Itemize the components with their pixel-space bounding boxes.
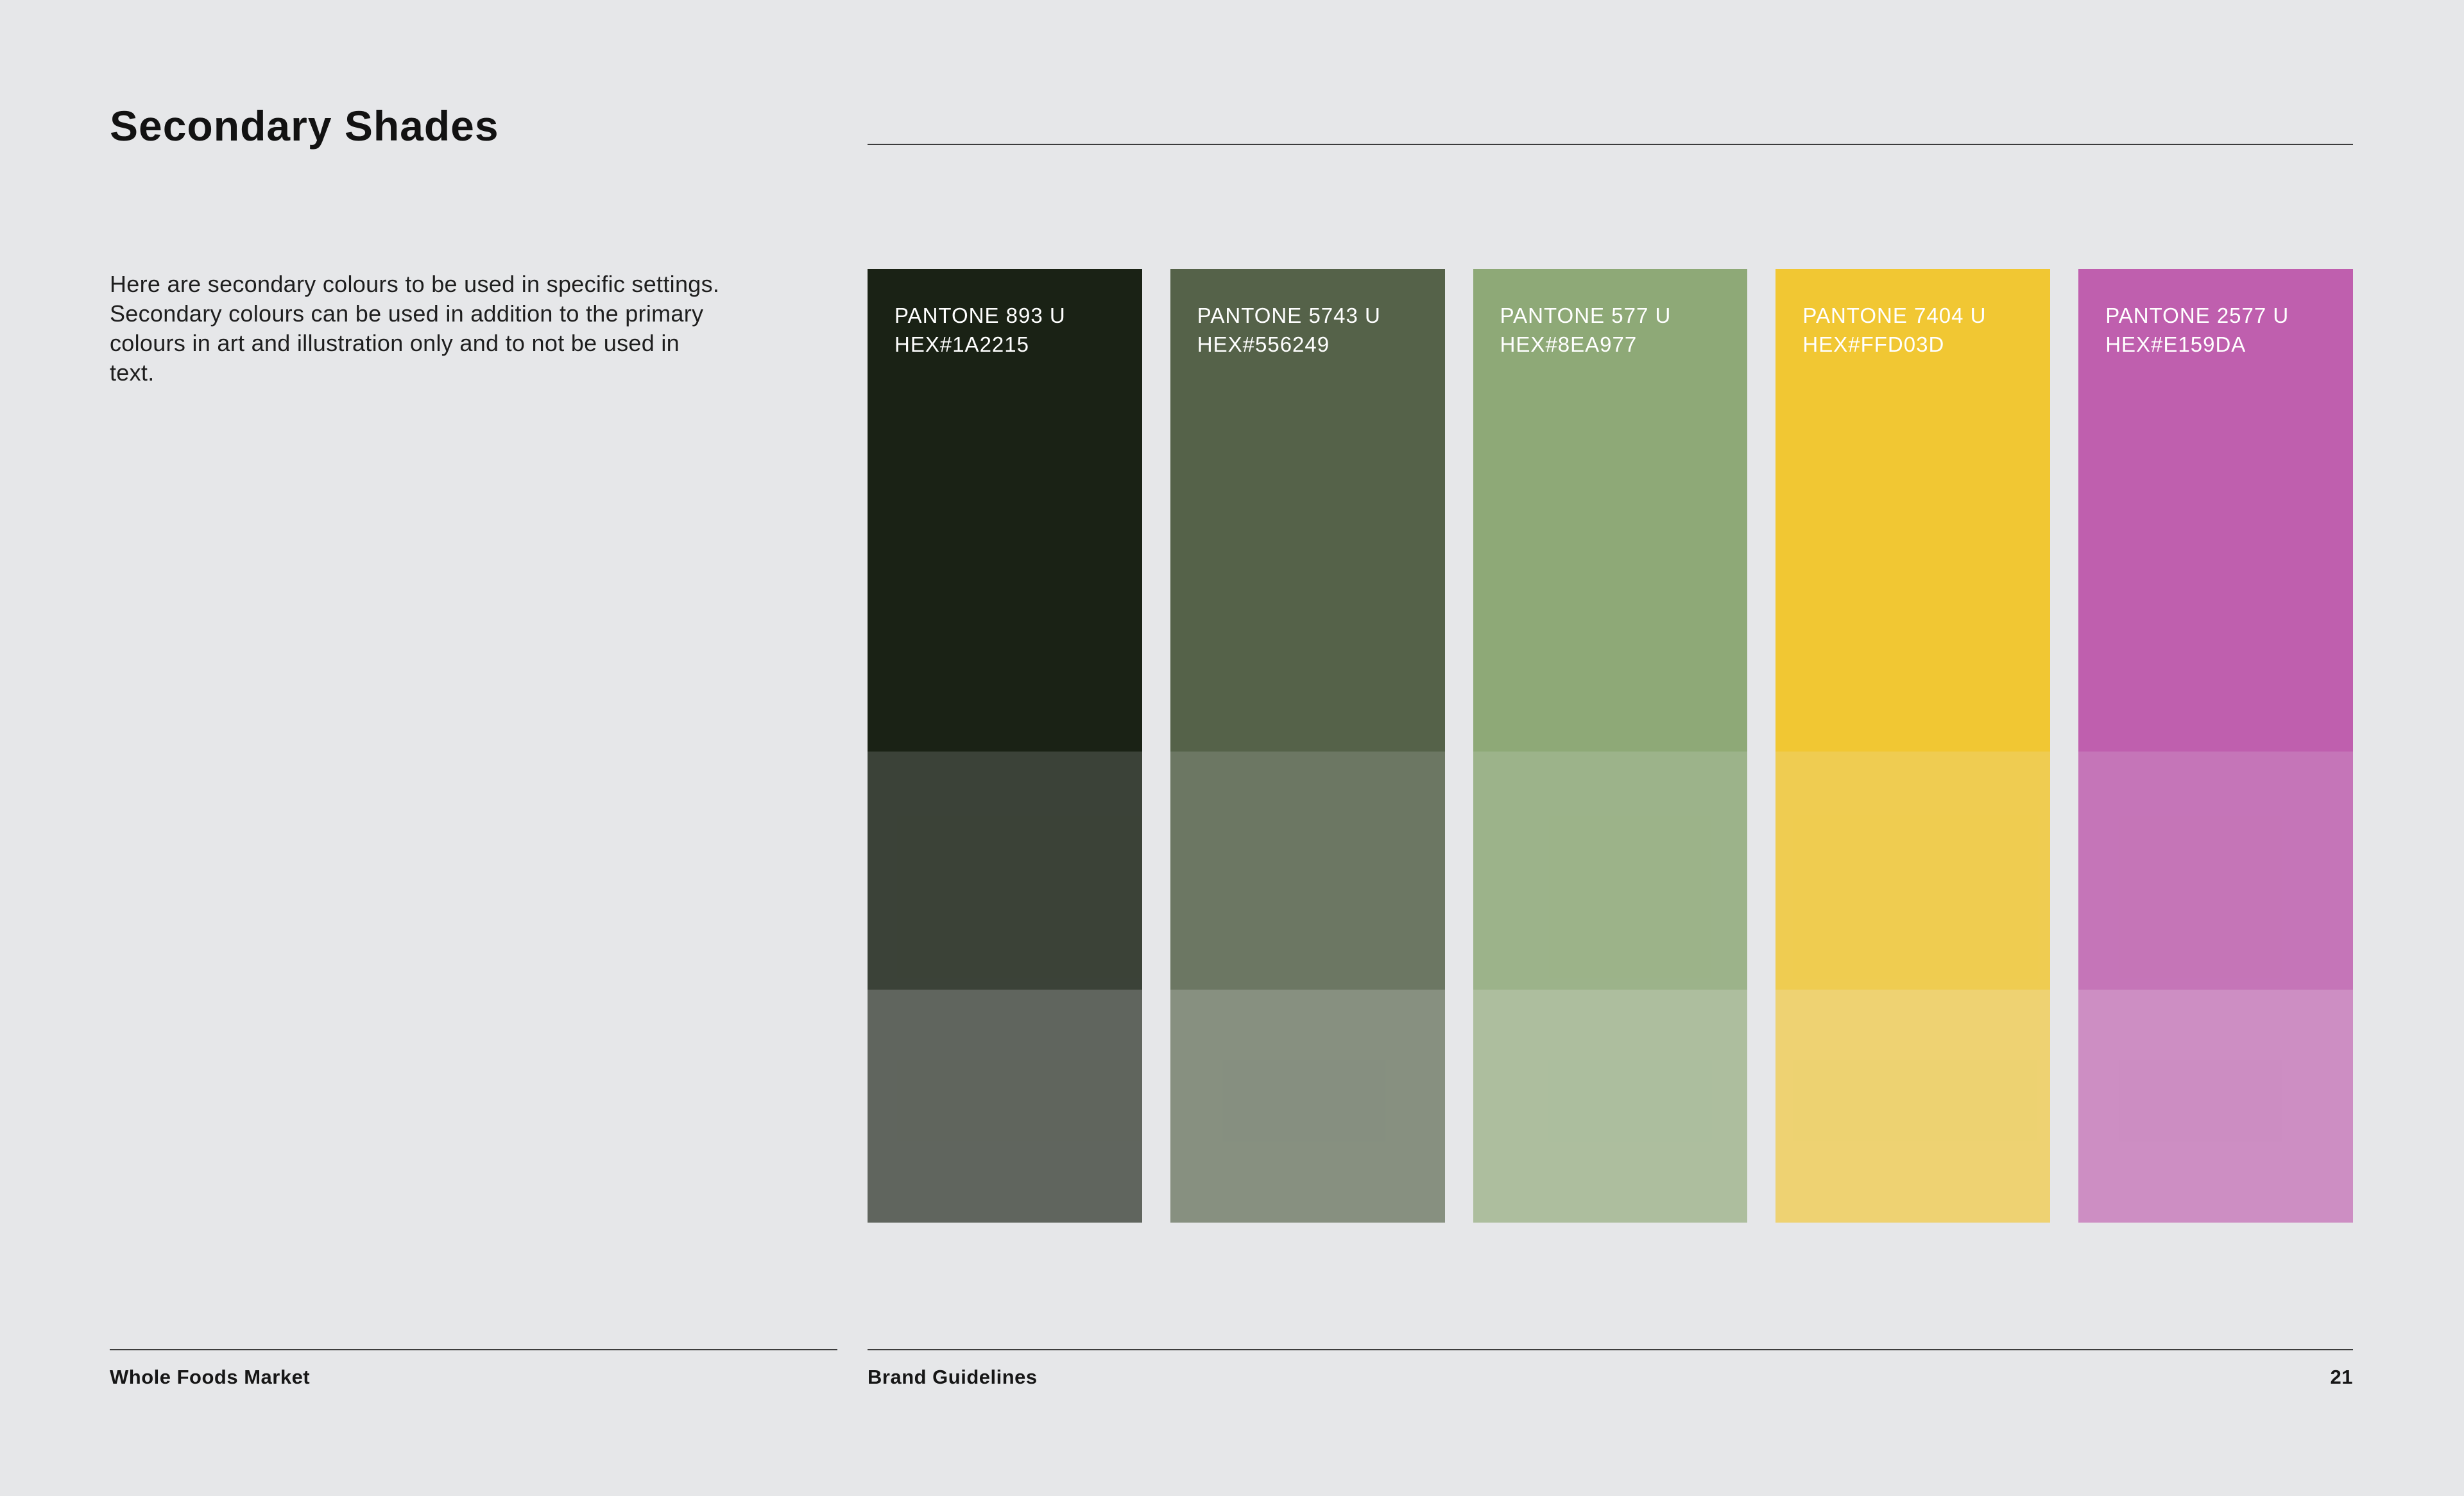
header-divider (868, 144, 2353, 145)
swatch-pantone-name: PANTONE 7404 U (1802, 304, 1987, 327)
footer-divider-left (110, 1349, 837, 1350)
swatch-tint-60 (2078, 990, 2353, 1223)
footer-document-name: Brand Guidelines (868, 1366, 1038, 1388)
swatch-label: PANTONE 2577 U HEX#E159DA (2105, 301, 2289, 359)
swatch-full-tone: PANTONE 893 U HEX#1A2215 (868, 269, 1142, 752)
swatch-hex-value: HEX#E159DA (2105, 332, 2246, 356)
swatch-tint-60 (868, 990, 1142, 1223)
swatch-grid: PANTONE 893 U HEX#1A2215 PANTONE 5743 U … (868, 269, 2353, 1223)
swatch-label: PANTONE 893 U HEX#1A2215 (894, 301, 1066, 359)
section-description: Here are secondary colours to be used in… (110, 271, 720, 386)
swatch-tint-80 (1170, 751, 1445, 990)
swatch-hex-value: HEX#8EA977 (1500, 332, 1638, 356)
swatch-pantone-name: PANTONE 893 U (894, 304, 1066, 327)
swatch-full-tone: PANTONE 2577 U HEX#E159DA (2078, 269, 2353, 752)
swatch-column-pantone-577: PANTONE 577 U HEX#8EA977 (1473, 269, 1748, 1223)
swatch-pantone-name: PANTONE 5743 U (1197, 304, 1381, 327)
swatch-column-pantone-2577: PANTONE 2577 U HEX#E159DA (2078, 269, 2353, 1223)
swatch-tint-60 (1473, 990, 1748, 1223)
swatch-full-tone: PANTONE 577 U HEX#8EA977 (1473, 269, 1748, 752)
swatch-full-tone: PANTONE 7404 U HEX#FFD03D (1775, 269, 2051, 752)
swatch-pantone-name: PANTONE 2577 U (2105, 304, 2289, 327)
footer-divider-right (868, 1349, 2353, 1350)
swatch-column-pantone-893: PANTONE 893 U HEX#1A2215 (868, 269, 1142, 1223)
swatch-column-pantone-5743: PANTONE 5743 U HEX#556249 (1170, 269, 1445, 1223)
swatch-tint-60 (1775, 990, 2051, 1223)
swatch-hex-value: HEX#1A2215 (894, 332, 1029, 356)
swatch-full-tone: PANTONE 5743 U HEX#556249 (1170, 269, 1445, 752)
page-title: Secondary Shades (110, 102, 499, 150)
swatch-tint-80 (1775, 751, 2051, 990)
swatch-tint-80 (868, 751, 1142, 990)
swatch-tint-60 (1170, 990, 1445, 1223)
footer-brand-name: Whole Foods Market (110, 1366, 311, 1388)
swatch-label: PANTONE 577 U HEX#8EA977 (1500, 301, 1672, 359)
swatch-tint-80 (1473, 751, 1748, 990)
footer-page-number: 21 (2330, 1366, 2353, 1388)
swatch-pantone-name: PANTONE 577 U (1500, 304, 1672, 327)
swatch-label: PANTONE 5743 U HEX#556249 (1197, 301, 1381, 359)
swatch-hex-value: HEX#FFD03D (1802, 332, 1945, 356)
swatch-column-pantone-7404: PANTONE 7404 U HEX#FFD03D (1775, 269, 2051, 1223)
swatch-label: PANTONE 7404 U HEX#FFD03D (1802, 301, 1986, 359)
swatch-hex-value: HEX#556249 (1197, 332, 1330, 356)
swatch-tint-80 (2078, 751, 2353, 990)
